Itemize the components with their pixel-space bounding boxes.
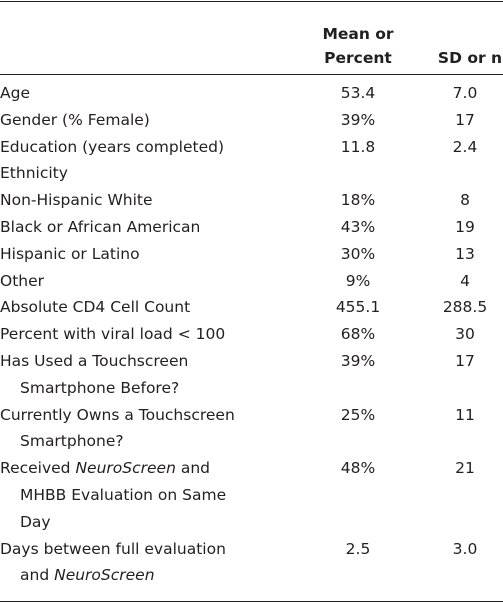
row-label: Non-Hispanic White [0,187,300,214]
label-line: MHBB Evaluation on Same [20,485,227,504]
row-label: Gender (% Female) [0,107,300,134]
label-line: and NeuroScreen [0,562,300,589]
sd-cell: 8 [460,191,470,210]
table-row: Black or African American 43% 19 [0,214,503,241]
row-label: Education (years completed) [0,134,300,161]
sd-cell: 13 [455,244,475,263]
label-line: Education (years completed) [0,137,225,156]
table-row: Absolute CD4 Cell Count 455.1 288.5 [0,294,503,321]
table-row: Age 53.4 7.0 [0,80,503,107]
mean-cell: 2.5 [345,539,371,558]
table-row: Received NeuroScreen and MHBB Evaluation … [0,455,503,535]
table-row: Has Used a Touchscreen Smartphone Before?… [0,348,503,402]
row-label: Absolute CD4 Cell Count [0,294,300,321]
mean-cell: 30% [340,244,376,263]
row-label: Other [0,268,300,295]
mean-cell: 455.1 [335,298,381,317]
bottom-rule [0,601,503,602]
header-line: Mean or [322,25,394,43]
label-line: Hispanic or Latino [0,244,140,263]
table-row: Currently Owns a Touchscreen Smartphone? 2… [0,402,503,456]
row-label: Has Used a Touchscreen Smartphone Before? [0,348,300,402]
label-line: Absolute CD4 Cell Count [0,298,191,317]
label-line: Days between full evaluation [0,539,226,558]
label-line: Gender (% Female) [0,110,150,129]
label-line: Non-Hispanic White [0,191,153,210]
table-row: Non-Hispanic White 18% 8 [0,187,503,214]
sd-cell: 21 [455,459,475,478]
label-segment: Received [0,459,76,478]
label-line: Smartphone Before? [20,378,180,397]
row-label: Received NeuroScreen and MHBB Evaluation … [0,455,300,535]
column-header: SD or n [425,46,503,70]
mean-cell: 43% [340,217,376,236]
mean-cell: 68% [340,325,376,344]
table-row: Education (years completed) 11.8 2.4 [0,134,503,161]
label-segment: NeuroScreen [54,566,155,585]
table-row: Gender (% Female) 39% 17 [0,107,503,134]
mean-cell: 39% [340,110,376,129]
mean-cell: 53.4 [340,84,376,102]
table-row: Hispanic or Latino 30% 13 [0,241,503,268]
row-label: Days between full evaluation and NeuroScr… [0,536,300,590]
sd-cell: 7.0 [452,84,478,102]
top-rule [0,1,503,2]
mean-cell: 25% [340,405,376,424]
label-segment: and [20,566,55,585]
row-label: Black or African American [0,214,300,241]
sd-cell: 17 [455,351,475,370]
sd-cell: 4 [460,271,470,290]
table-body: Age 53.4 7.0 Gender (% Female) 39% 17 Educatio… [0,80,503,589]
row-label: Percent with viral load < 100 [0,321,300,348]
mean-cell: 9% [345,271,371,290]
mean-cell: 39% [340,351,376,370]
mean-cell: 48% [340,459,376,478]
table-row: Ethnicity [0,160,503,187]
label-line: Age [0,84,30,102]
label-line: Smartphone? [20,432,124,451]
sd-cell: 11 [455,405,475,424]
mean-cell: 11.8 [340,137,376,156]
table-header: Mean or Percent SD or n [0,14,503,70]
label-segment: NeuroScreen [75,459,176,478]
label-line: Percent with viral load < 100 [0,325,226,344]
sd-cell: 19 [455,217,475,236]
header-line: Percent [324,49,392,67]
row-label: Age [0,80,300,107]
header-line: SD or n [437,49,503,67]
row-label: Ethnicity [0,160,300,187]
label-line: Has Used a Touchscreen [0,351,189,370]
label-line: Black or African American [0,217,201,236]
table-row: Percent with viral load < 100 68% 30 [0,321,503,348]
mean-cell: 18% [340,191,376,210]
sd-cell: 288.5 [442,298,488,317]
sd-cell: 3.0 [452,539,478,558]
label-line: Day [20,512,51,531]
label-line: Received NeuroScreen and [0,455,300,482]
sd-cell: 30 [455,325,475,344]
label-line: Currently Owns a Touchscreen [0,405,235,424]
label-segment: and [175,459,210,478]
table-row: Other 9% 4 [0,268,503,295]
row-label: Hispanic or Latino [0,241,300,268]
header-rule [0,74,503,75]
label-line: Ethnicity [0,164,68,183]
table-row: Days between full evaluation and NeuroScr… [0,536,503,590]
sd-cell: 17 [455,110,475,129]
label-line: Other [0,271,45,290]
row-label: Currently Owns a Touchscreen Smartphone? [0,402,300,456]
column-header: Mean or Percent [318,22,398,70]
sd-cell: 2.4 [452,137,478,156]
